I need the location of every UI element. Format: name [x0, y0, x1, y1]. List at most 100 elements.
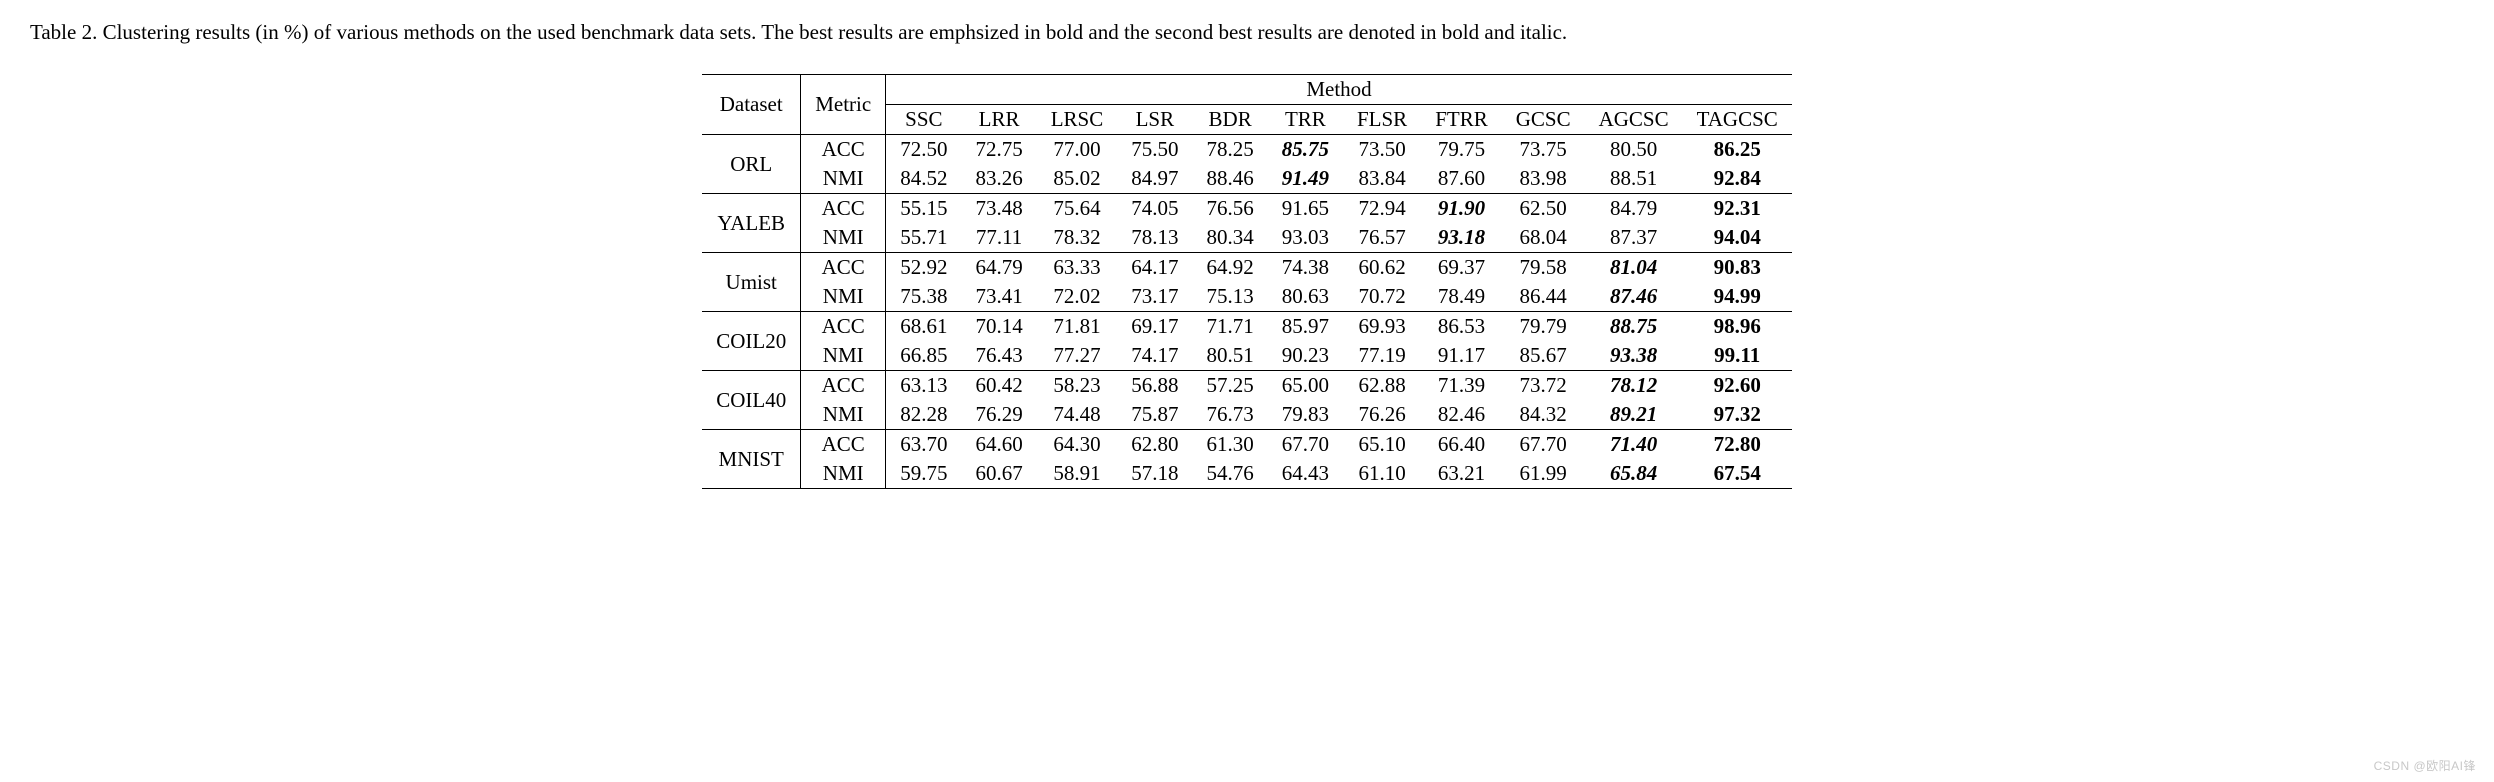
- value-cell: 76.56: [1192, 194, 1267, 224]
- value-cell: 86.25: [1683, 135, 1792, 165]
- col-method-ssc: SSC: [886, 105, 962, 135]
- col-method-flsr: FLSR: [1343, 105, 1421, 135]
- value-cell: 64.79: [961, 253, 1036, 283]
- dataset-name: ORL: [702, 135, 801, 194]
- value-cell: 61.30: [1192, 430, 1267, 460]
- table-row: MNISTACC63.7064.6064.3062.8061.3067.7065…: [702, 430, 1792, 460]
- value-cell: 63.13: [886, 371, 962, 401]
- value-cell: 63.70: [886, 430, 962, 460]
- value-cell: 80.51: [1192, 341, 1267, 371]
- dataset-name: YALEB: [702, 194, 801, 253]
- value-cell: 70.14: [961, 312, 1036, 342]
- value-cell: 63.33: [1037, 253, 1118, 283]
- value-cell: 65.00: [1268, 371, 1343, 401]
- value-cell: 91.65: [1268, 194, 1343, 224]
- value-cell: 78.12: [1585, 371, 1683, 401]
- value-cell: 84.52: [886, 164, 962, 194]
- value-cell: 92.84: [1683, 164, 1792, 194]
- value-cell: 76.26: [1343, 400, 1421, 430]
- table-row: ORLACC72.5072.7577.0075.5078.2585.7573.5…: [702, 135, 1792, 165]
- metric-name: NMI: [801, 223, 886, 253]
- caption-label: Table 2.: [30, 20, 97, 44]
- table-row: NMI59.7560.6758.9157.1854.7664.4361.1063…: [702, 459, 1792, 489]
- value-cell: 61.99: [1502, 459, 1585, 489]
- value-cell: 79.79: [1502, 312, 1585, 342]
- metric-name: ACC: [801, 135, 886, 165]
- col-method-lrsc: LRSC: [1037, 105, 1118, 135]
- value-cell: 74.48: [1037, 400, 1118, 430]
- value-cell: 63.21: [1421, 459, 1502, 489]
- metric-name: NMI: [801, 341, 886, 371]
- value-cell: 75.87: [1117, 400, 1192, 430]
- value-cell: 80.34: [1192, 223, 1267, 253]
- metric-name: ACC: [801, 312, 886, 342]
- value-cell: 64.43: [1268, 459, 1343, 489]
- value-cell: 73.41: [961, 282, 1036, 312]
- value-cell: 85.67: [1502, 341, 1585, 371]
- value-cell: 69.37: [1421, 253, 1502, 283]
- dataset-name: COIL40: [702, 371, 801, 430]
- value-cell: 68.04: [1502, 223, 1585, 253]
- value-cell: 69.17: [1117, 312, 1192, 342]
- value-cell: 72.75: [961, 135, 1036, 165]
- value-cell: 60.67: [961, 459, 1036, 489]
- value-cell: 85.75: [1268, 135, 1343, 165]
- value-cell: 77.00: [1037, 135, 1118, 165]
- value-cell: 84.97: [1117, 164, 1192, 194]
- value-cell: 56.88: [1117, 371, 1192, 401]
- value-cell: 77.11: [961, 223, 1036, 253]
- col-dataset: Dataset: [702, 75, 801, 135]
- value-cell: 68.61: [886, 312, 962, 342]
- col-method-agcsc: AGCSC: [1585, 105, 1683, 135]
- value-cell: 92.60: [1683, 371, 1792, 401]
- value-cell: 80.50: [1585, 135, 1683, 165]
- value-cell: 79.75: [1421, 135, 1502, 165]
- col-method-tagcsc: TAGCSC: [1683, 105, 1792, 135]
- value-cell: 59.75: [886, 459, 962, 489]
- value-cell: 88.51: [1585, 164, 1683, 194]
- value-cell: 62.88: [1343, 371, 1421, 401]
- value-cell: 74.17: [1117, 341, 1192, 371]
- metric-name: ACC: [801, 371, 886, 401]
- value-cell: 76.73: [1192, 400, 1267, 430]
- value-cell: 87.37: [1585, 223, 1683, 253]
- metric-name: ACC: [801, 253, 886, 283]
- value-cell: 99.11: [1683, 341, 1792, 371]
- value-cell: 75.13: [1192, 282, 1267, 312]
- value-cell: 93.18: [1421, 223, 1502, 253]
- table-head: Dataset Metric Method SSCLRRLRSCLSRBDRTR…: [702, 75, 1792, 135]
- value-cell: 86.53: [1421, 312, 1502, 342]
- value-cell: 73.48: [961, 194, 1036, 224]
- value-cell: 66.40: [1421, 430, 1502, 460]
- value-cell: 76.43: [961, 341, 1036, 371]
- value-cell: 83.26: [961, 164, 1036, 194]
- table-row: NMI84.5283.2685.0284.9788.4691.4983.8487…: [702, 164, 1792, 194]
- value-cell: 98.96: [1683, 312, 1792, 342]
- value-cell: 80.63: [1268, 282, 1343, 312]
- watermark: CSDN @欧阳AI锋: [2374, 757, 2476, 774]
- value-cell: 81.04: [1585, 253, 1683, 283]
- value-cell: 91.17: [1421, 341, 1502, 371]
- value-cell: 64.60: [961, 430, 1036, 460]
- table-row: NMI55.7177.1178.3278.1380.3493.0376.5793…: [702, 223, 1792, 253]
- value-cell: 71.39: [1421, 371, 1502, 401]
- value-cell: 74.38: [1268, 253, 1343, 283]
- value-cell: 61.10: [1343, 459, 1421, 489]
- col-method-trr: TRR: [1268, 105, 1343, 135]
- value-cell: 85.02: [1037, 164, 1118, 194]
- dataset-name: COIL20: [702, 312, 801, 371]
- value-cell: 76.29: [961, 400, 1036, 430]
- table-row: YALEBACC55.1573.4875.6474.0576.5691.6572…: [702, 194, 1792, 224]
- value-cell: 84.32: [1502, 400, 1585, 430]
- value-cell: 83.98: [1502, 164, 1585, 194]
- value-cell: 54.76: [1192, 459, 1267, 489]
- value-cell: 87.46: [1585, 282, 1683, 312]
- value-cell: 72.02: [1037, 282, 1118, 312]
- value-cell: 75.64: [1037, 194, 1118, 224]
- value-cell: 73.75: [1502, 135, 1585, 165]
- value-cell: 78.32: [1037, 223, 1118, 253]
- value-cell: 75.38: [886, 282, 962, 312]
- value-cell: 78.25: [1192, 135, 1267, 165]
- metric-name: NMI: [801, 459, 886, 489]
- value-cell: 89.21: [1585, 400, 1683, 430]
